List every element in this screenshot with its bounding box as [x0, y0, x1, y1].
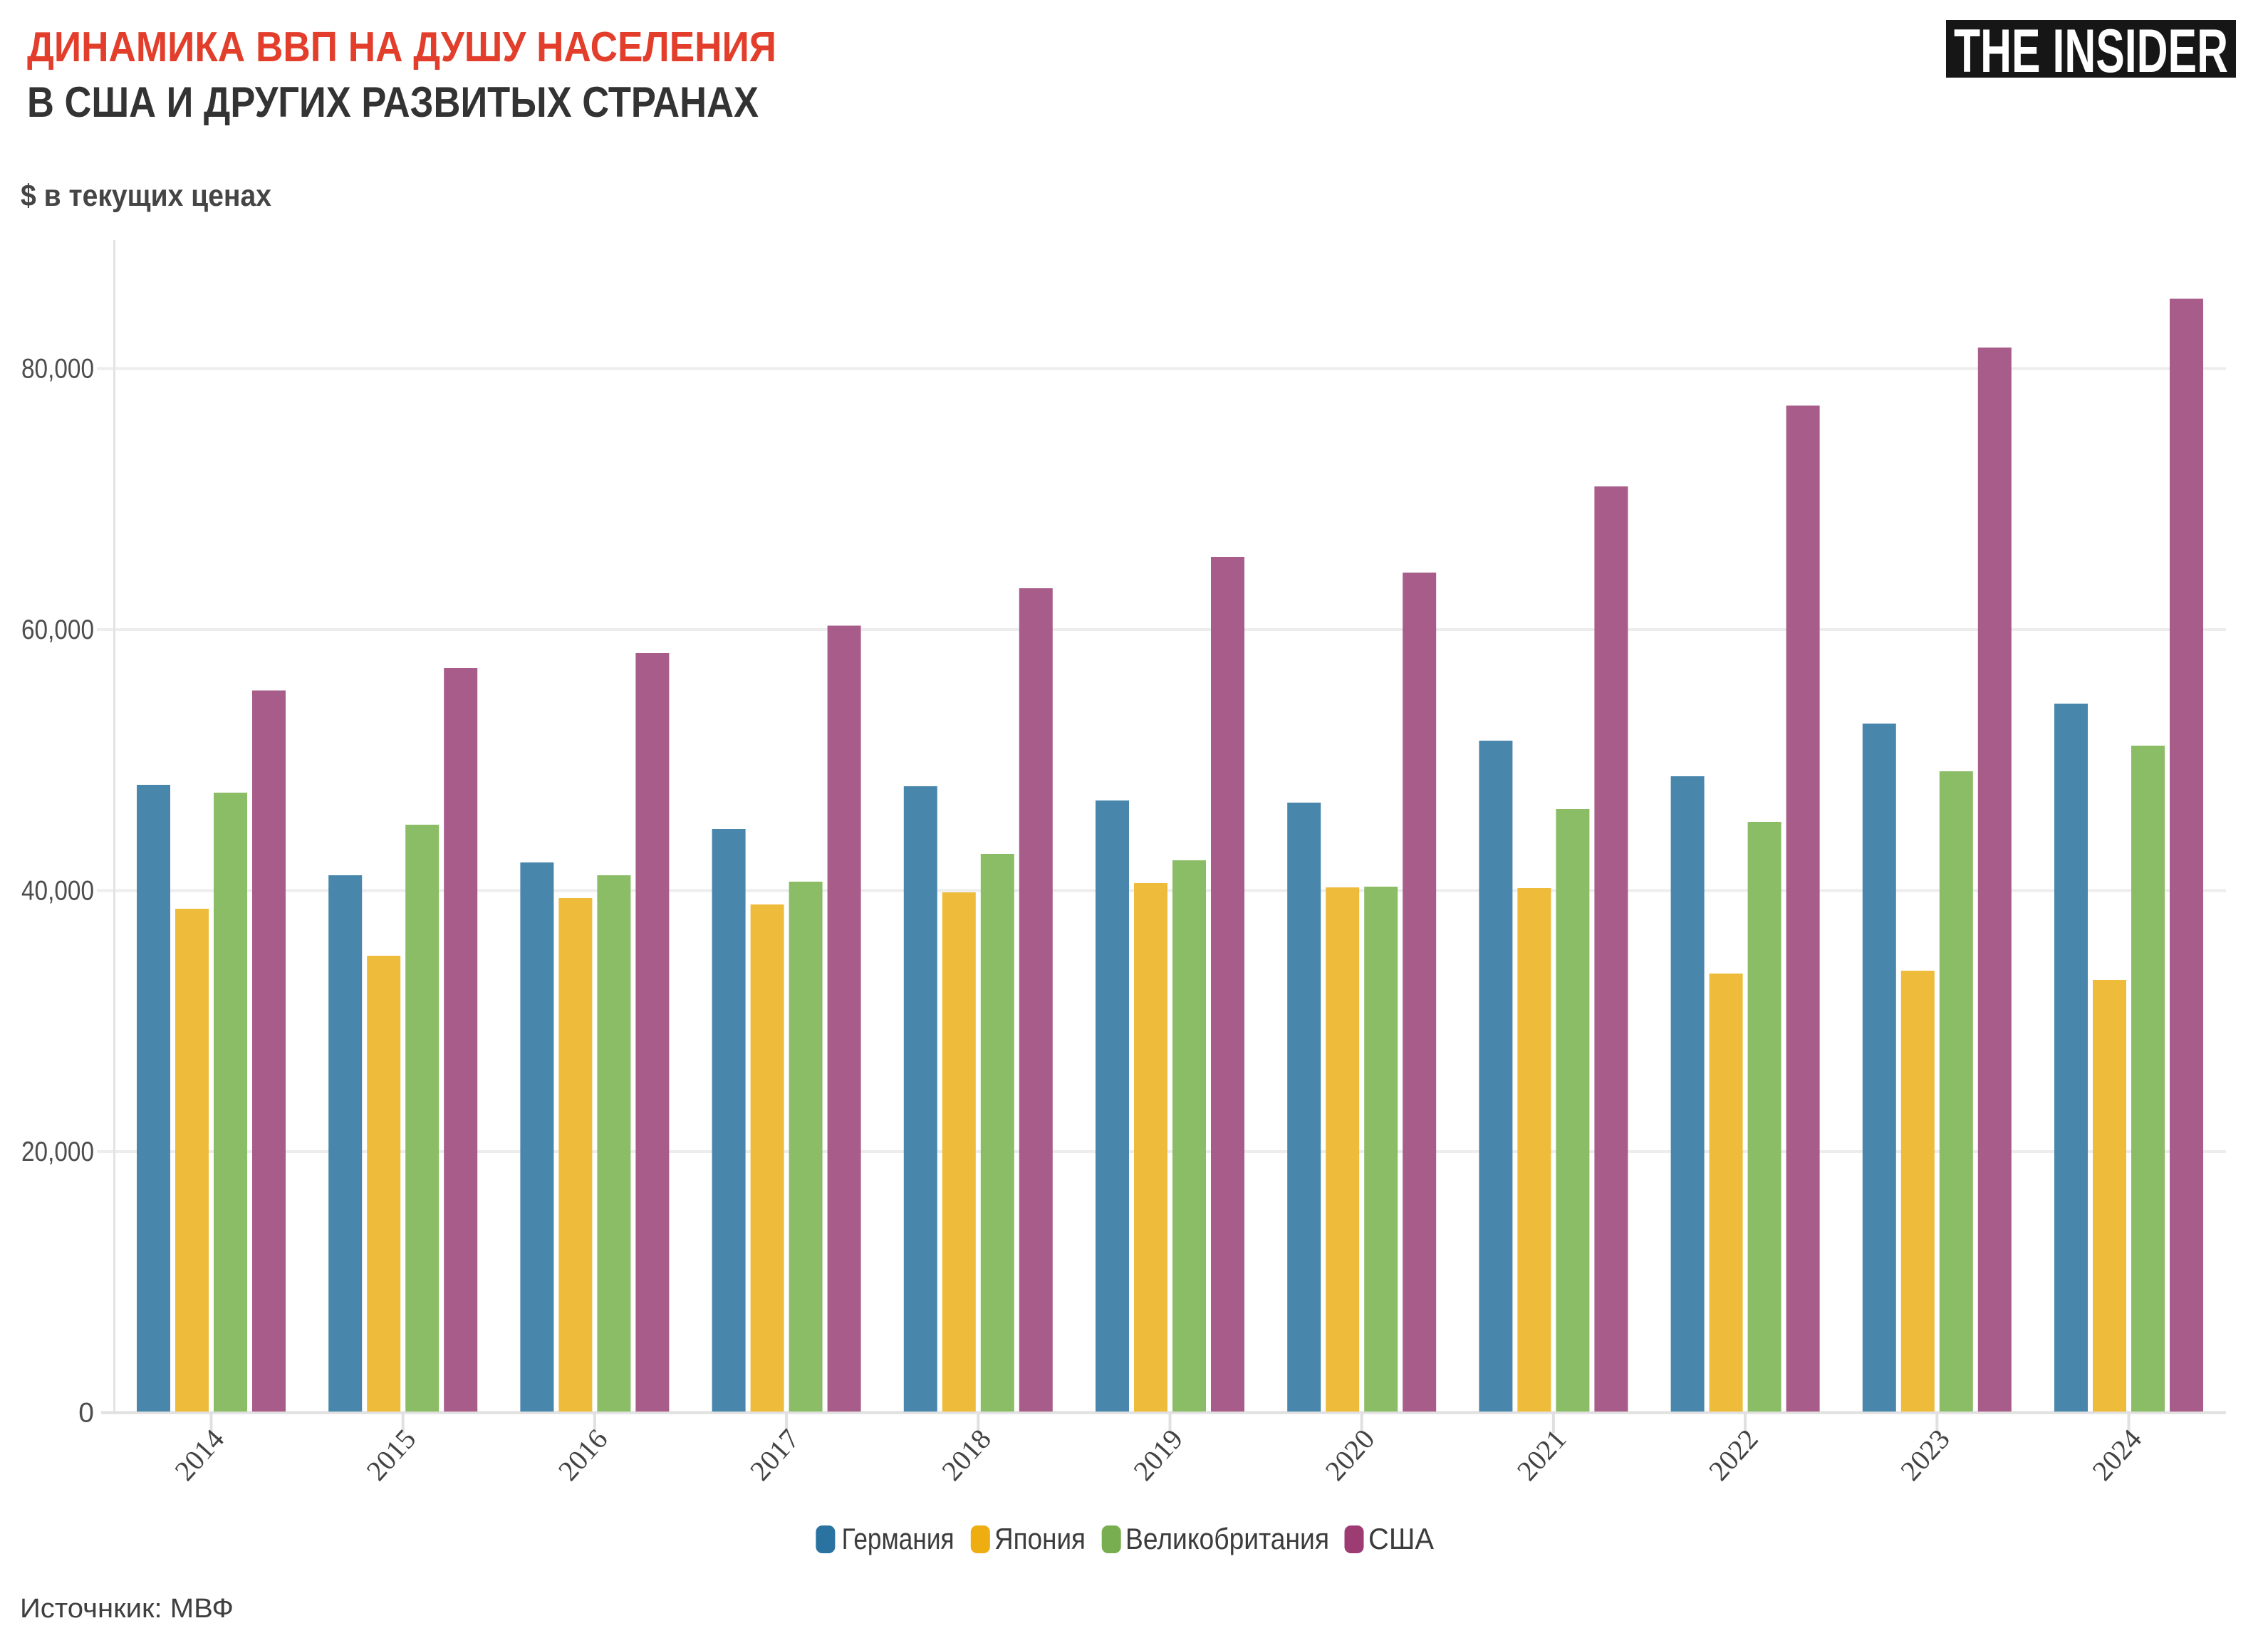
svg-text:Германия: Германия — [842, 1522, 954, 1555]
svg-text:ДИНАМИКА ВВП НА ДУШУ НАСЕЛЕНИЯ: ДИНАМИКА ВВП НА ДУШУ НАСЕЛЕНИЯ — [27, 24, 776, 71]
svg-text:Япония: Япония — [994, 1522, 1086, 1555]
svg-text:40,000: 40,000 — [21, 876, 94, 907]
svg-text:80,000: 80,000 — [21, 354, 94, 385]
svg-text:$ в текущих ценах: $ в текущих ценах — [21, 179, 271, 213]
svg-text:Источнкик: МВФ: Источнкик: МВФ — [20, 1594, 234, 1624]
svg-text:В США И ДРУГИХ РАЗВИТЫХ СТРАНА: В США И ДРУГИХ РАЗВИТЫХ СТРАНАХ — [27, 78, 759, 126]
svg-text:THE INSIDER: THE INSIDER — [1954, 17, 2228, 85]
svg-text:Великобритания: Великобритания — [1125, 1522, 1329, 1555]
svg-text:20,000: 20,000 — [21, 1137, 94, 1167]
svg-text:0: 0 — [78, 1398, 94, 1429]
svg-text:60,000: 60,000 — [21, 615, 94, 645]
svg-text:США: США — [1368, 1522, 1434, 1555]
